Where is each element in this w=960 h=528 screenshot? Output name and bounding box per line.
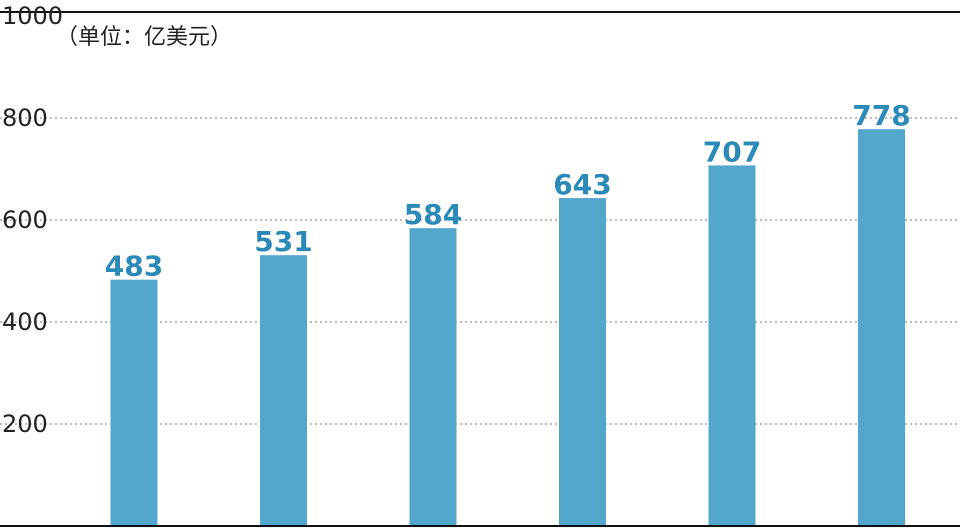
bar-value-label: 483	[105, 250, 163, 283]
y-tick-label: 1000	[2, 2, 63, 30]
bars	[110, 129, 905, 526]
bar-value-label: 531	[254, 225, 312, 258]
y-tick-label: 400	[2, 308, 48, 336]
bar-value-label: 707	[703, 135, 761, 168]
bar	[409, 228, 457, 526]
bar	[110, 279, 158, 526]
bar-value-label: 643	[553, 168, 611, 201]
value-labels: 483 531 584 643 707 778	[105, 99, 911, 282]
y-tick-label: 800	[2, 104, 48, 132]
bar-value-label: 778	[852, 99, 910, 132]
unit-label: （单位：亿美元）	[56, 25, 232, 50]
y-tick-label: 200	[2, 410, 48, 438]
y-axis-tick-labels: 200 400 600 800 1000	[2, 2, 63, 438]
gridlines	[0, 117, 960, 425]
y-tick-label: 600	[2, 206, 48, 234]
bar	[260, 255, 307, 526]
bar	[559, 198, 606, 526]
bar	[858, 129, 905, 526]
bar	[708, 165, 756, 526]
bar-value-label: 584	[404, 198, 462, 231]
